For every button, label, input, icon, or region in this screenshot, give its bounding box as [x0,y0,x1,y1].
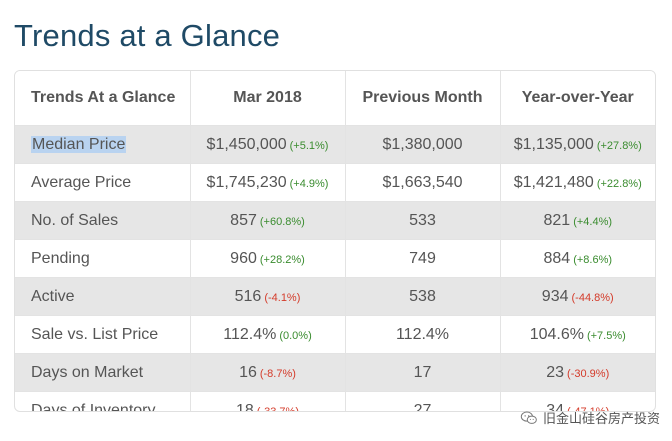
cell-value: 27 [413,401,432,412]
cell-change: (0.0%) [279,329,312,342]
row-label-text: Days on Market [31,363,144,381]
table-row: Pending 960 (+28.2%) 749 884 (+8.6%) [15,239,655,278]
trends-table: Trends At a Glance Mar 2018 Previous Mon… [15,71,655,412]
cell-prev: 533 [345,201,501,240]
row-label-text: Sale vs. List Price [31,325,159,343]
table-row: Average Price $1,745,230 (+4.9%) $1,663,540… [15,163,655,202]
header-year-over-year: Year-over-Year [500,71,655,126]
cell-yoy: 884 (+8.6%) [500,239,655,278]
cell-change: (+27.8%) [596,139,642,152]
cell-mar: 112.4% (0.0%) [190,315,346,354]
cell-value: 538 [409,287,436,305]
cell-value: 18 [236,401,254,412]
cell-change: (-47.1%) [567,405,610,412]
header-previous-month: Previous Month [345,71,501,126]
cell-value: $1,135,000 [513,135,594,153]
cell-change: (+5.1%) [289,139,329,152]
cell-prev: 112.4% [345,315,501,354]
table-row: No. of Sales 857 (+60.8%) 533 821 (+4.4%) [15,201,655,240]
cell-change: (+4.4%) [573,215,613,228]
row-label-text: No. of Sales [31,211,119,229]
cell-value: 749 [409,249,436,267]
table-row: Days on Market 16 (-8.7%) 17 23 (-30.9%) [15,353,655,392]
cell-prev: 538 [345,277,501,316]
cell-change: (+22.8%) [596,177,642,190]
cell-prev: $1,663,540 [345,163,501,202]
cell-mar: 18 (-33.7%) [190,391,346,412]
cell-value: 112.4% [395,325,450,343]
cell-value: 533 [409,211,436,229]
cell-value: 104.6% [529,325,584,343]
cell-yoy: 34 (-47.1%) [500,392,655,412]
cell-value: 17 [413,363,432,381]
cell-yoy: 934 (-44.8%) [500,277,655,316]
cell-prev: 749 [345,239,501,278]
table-row: Median Price $1,450,000 (+5.1%) $1,380,000 $… [15,125,655,164]
page-title: Trends at a Glance [14,18,281,53]
cell-change: (+7.5%) [586,329,626,342]
cell-change: (-8.7%) [259,367,296,380]
table-row: Days of Inventory 18 (-33.7%) 27 34 (-47.1%) [15,391,655,412]
cell-change: (+60.8%) [259,215,305,228]
trends-card: Trends At a Glance Mar 2018 Previous Mon… [14,70,656,412]
cell-change: (-33.7%) [256,405,299,412]
row-label: Active [15,277,191,316]
watermark: 旧金山硅谷房产投资 [520,408,660,427]
cell-mar: 16 (-8.7%) [190,353,346,392]
cell-value: $1,421,480 [513,173,594,191]
row-label-text: Active [31,287,75,305]
row-label: Days of Inventory [15,391,191,412]
cell-value: 112.4% [223,325,277,343]
table-row: Sale vs. List Price 112.4% (0.0%) 112.4% 104… [15,315,655,354]
row-label-text: Median Price [31,135,127,153]
cell-value: 516 [234,287,262,305]
cell-value: 23 [546,363,565,381]
header-metric: Trends At a Glance [15,71,191,126]
row-label: Average Price [15,163,191,202]
cell-change: (+28.2%) [259,253,305,266]
cell-mar: 960 (+28.2%) [190,239,346,278]
cell-yoy: 104.6% (+7.5%) [500,315,655,354]
cell-prev: $1,380,000 [345,125,501,164]
table-header-row: Trends At a Glance Mar 2018 Previous Mon… [15,71,655,126]
watermark-text: 旧金山硅谷房产投资 [542,412,660,427]
cell-value: 34 [546,401,565,412]
cell-prev: 27 [345,391,501,412]
cell-change: (-44.8%) [571,291,614,304]
row-label: Sale vs. List Price [15,315,191,354]
cell-value: 934 [541,287,569,305]
cell-value: 884 [543,249,571,267]
cell-value: 821 [543,211,571,229]
cell-yoy: $1,421,480 (+22.8%) [500,163,655,202]
cell-value: $1,663,540 [382,173,463,191]
cell-change: (+4.9%) [289,177,329,190]
cell-value: $1,380,000 [382,135,463,153]
row-label: Median Price [15,125,191,164]
table-row: Active 516 (-4.1%) 538 934 (-44.8%) [15,277,655,316]
cell-value: $1,450,000 [206,135,287,153]
cell-mar: $1,745,230 (+4.9%) [190,163,346,202]
cell-mar: $1,450,000 (+5.1%) [190,125,346,164]
row-label-text: Pending [31,249,90,267]
cell-value: 960 [230,249,257,267]
cell-yoy: 821 (+4.4%) [500,201,655,240]
row-label: No. of Sales [15,201,191,240]
cell-yoy: $1,135,000 (+27.8%) [500,125,655,164]
cell-mar: 516 (-4.1%) [190,277,346,316]
row-label: Pending [15,239,191,278]
cell-value: 857 [230,211,257,229]
header-current-month: Mar 2018 [190,71,346,126]
cell-change: (-30.9%) [567,367,610,380]
wechat-icon [520,411,537,424]
cell-yoy: 23 (-30.9%) [500,353,655,392]
row-label-text: Average Price [31,173,132,191]
cell-mar: 857 (+60.8%) [190,201,346,240]
cell-change: (+8.6%) [573,253,613,266]
cell-prev: 17 [345,353,501,392]
cell-value: 16 [239,363,257,381]
row-label-text: Days of Inventory [31,401,156,412]
cell-value: $1,745,230 [206,173,287,191]
cell-change: (-4.1%) [264,291,301,304]
row-label: Days on Market [15,353,191,392]
